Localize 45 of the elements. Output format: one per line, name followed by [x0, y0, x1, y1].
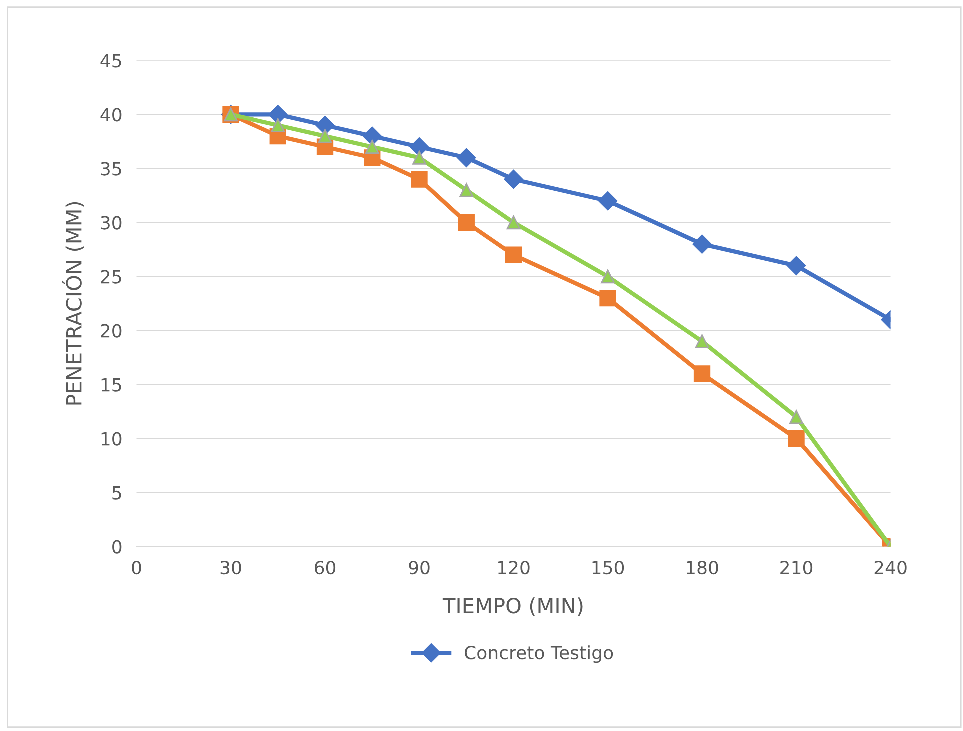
- x-axis-title: TIEMPO (MIN): [442, 598, 583, 616]
- point: [692, 234, 712, 254]
- point: [362, 126, 382, 146]
- point: [318, 129, 332, 144]
- y-tick-label: 15: [102, 378, 122, 392]
- legend-label: Concreto Testigo: [465, 646, 614, 664]
- x-tick-label: 150: [592, 560, 624, 575]
- point: [601, 270, 615, 284]
- point: [268, 105, 288, 124]
- x-tick-label: 0: [132, 560, 142, 575]
- y-axis-title: PENETRACIÓN (MM): [62, 202, 84, 405]
- point: [458, 214, 475, 232]
- point: [600, 290, 616, 307]
- y-tick-label: 35: [101, 162, 122, 176]
- x-tick-label: 180: [687, 560, 718, 575]
- x-tick-label: 90: [409, 560, 430, 575]
- point: [695, 334, 710, 348]
- y-tick-label: 30: [101, 216, 122, 230]
- point: [786, 256, 806, 276]
- point: [505, 246, 522, 264]
- x-tick-label: 30: [220, 560, 242, 575]
- point: [411, 171, 428, 188]
- y-tick-label: 0: [112, 540, 122, 554]
- y-tick-label: 20: [101, 324, 122, 338]
- y-tick-label: 10: [102, 432, 122, 446]
- point: [694, 366, 711, 382]
- point: [271, 118, 286, 132]
- point: [598, 192, 618, 211]
- point: [410, 138, 430, 157]
- point: [790, 410, 804, 424]
- point: [504, 170, 524, 190]
- y-tick-label: 5: [112, 486, 122, 500]
- x-tick-label: 210: [780, 560, 813, 575]
- x-tick-label: 60: [315, 560, 336, 575]
- x-tick-label: 240: [874, 560, 907, 575]
- point: [788, 430, 805, 448]
- point: [365, 140, 380, 154]
- x-tick-label: 120: [498, 560, 530, 575]
- point: [460, 183, 474, 198]
- y-tick-label: 45: [100, 54, 122, 68]
- y-tick-label: 25: [101, 270, 122, 284]
- point: [506, 216, 521, 230]
- y-tick-label: 40: [100, 108, 122, 122]
- point: [412, 150, 426, 165]
- point: [457, 148, 476, 168]
